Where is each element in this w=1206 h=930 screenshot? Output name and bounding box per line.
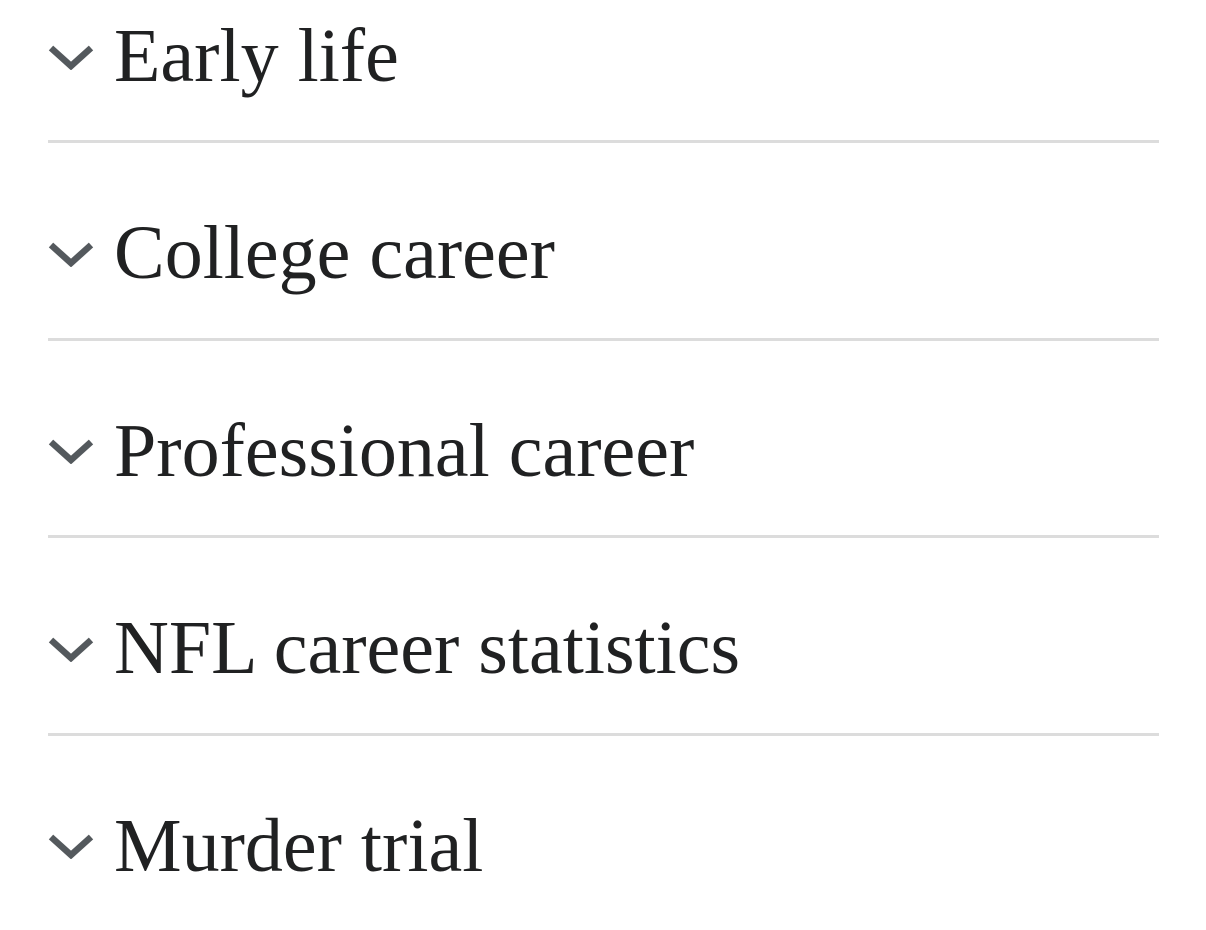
chevron-down-icon [48, 833, 94, 860]
chevron-down-icon [48, 241, 94, 268]
section-heading-nfl-career-statistics[interactable]: NFL career statistics [48, 538, 1159, 732]
collapsible-section: Murder trial [48, 736, 1159, 930]
section-heading-college-career[interactable]: College career [48, 143, 1159, 337]
collapsible-section: Professional career [48, 341, 1159, 539]
collapsible-section: Early life [48, 0, 1159, 144]
section-heading-murder-trial[interactable]: Murder trial [48, 736, 1159, 930]
collapsible-section: College career [48, 143, 1159, 341]
section-heading-early-life[interactable]: Early life [48, 0, 1159, 140]
section-title: NFL career statistics [114, 606, 741, 691]
section-title: Early life [114, 14, 399, 98]
collapsible-section: NFL career statistics [48, 538, 1159, 736]
section-heading-professional-career[interactable]: Professional career [48, 341, 1159, 535]
section-title: Murder trial [114, 803, 484, 888]
article-body: Early life College career Professional c… [48, 0, 1159, 930]
section-title: Professional career [114, 408, 695, 493]
chevron-down-icon [48, 636, 94, 662]
chevron-down-icon [48, 44, 94, 70]
chevron-down-icon [48, 438, 94, 465]
section-title: College career [114, 211, 555, 296]
